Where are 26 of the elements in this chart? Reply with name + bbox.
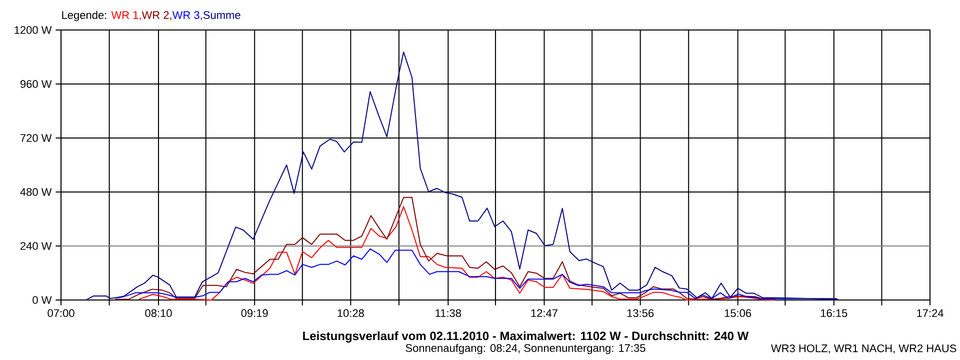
x-tick-label: 17:24 [917,309,944,317]
text: WR 1, [111,11,141,20]
y-tick-label: 720 W [20,134,52,142]
text: WR 2, [142,11,172,20]
text: WR3 HOLZ, WR1 NACH, WR2 HAUS [770,344,956,354]
x-tick-label: 12:47 [531,309,558,317]
x-tick-label: 13:56 [627,309,654,318]
x-tick-label: 15:06 [724,309,752,318]
x-tick-label: 10:28 [338,309,364,318]
legend-title: Legende: [62,10,106,22]
text: Summe [203,11,240,19]
y-tick-label: 240 W [20,242,52,250]
line-series [86,52,839,300]
x-tick-label: 09:19 [241,309,268,318]
y-tick-label: 1200 W [14,26,52,34]
x-tick-label: 08:10 [145,309,172,318]
y-tick-label: 480 W [20,188,52,196]
text: WR 3, [172,11,202,20]
x-tick-label: 07:00 [48,309,74,318]
text: Sonnenaufgang: 08:24, Sonnenuntergang: 17:35 [406,344,646,354]
x-tick-label: 11:38 [436,309,462,318]
text: Leistungsverlauf vom 02.11.2010 - Maximalwert: 1102 W - Durchschnitt: 240 W [303,331,749,343]
x-tick-label: 16:15 [820,309,848,318]
y-tick-label: 960 W [20,80,52,88]
line-series [114,248,839,300]
y-tick-label: 0 W [32,296,52,304]
